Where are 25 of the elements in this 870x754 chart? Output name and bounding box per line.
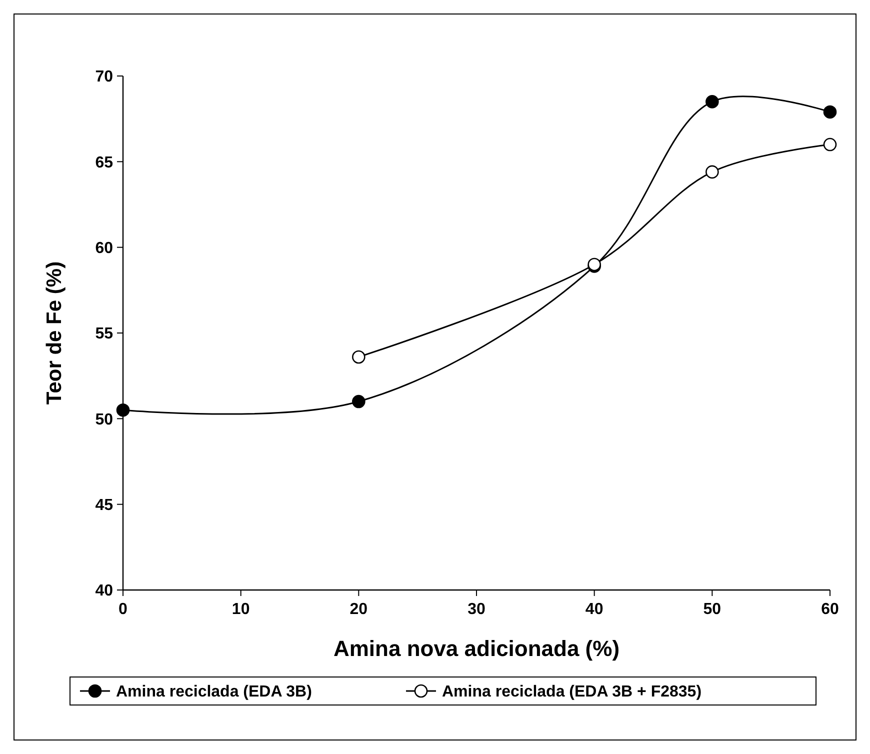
point — [352, 394, 366, 408]
x-tick-label: 40 — [585, 601, 604, 618]
point — [823, 105, 837, 119]
point — [706, 165, 719, 179]
legend-label: Amina reciclada (EDA 3B + F2835) — [442, 684, 702, 701]
y-tick-label: 65 — [95, 154, 114, 172]
y-tick-label: 45 — [95, 496, 114, 514]
point — [706, 95, 719, 108]
x-tick-label: 0 — [118, 601, 128, 618]
y-tick-label: 55 — [95, 326, 114, 343]
y-tick-label: 70 — [95, 68, 114, 86]
y-tick-label: 60 — [95, 240, 114, 257]
point — [116, 403, 130, 417]
y-tick-label: 40 — [95, 582, 114, 600]
x-tick-label: 30 — [468, 601, 486, 618]
x-tick-label: 20 — [350, 601, 368, 618]
x-tick-label: 60 — [821, 601, 839, 618]
y-axis-title: Teor de Fe (%) — [43, 261, 66, 405]
point — [823, 138, 837, 152]
point — [352, 350, 366, 364]
x-axis-title: Amina nova adicionada (%) — [333, 636, 620, 661]
x-tick-label: 50 — [703, 601, 722, 618]
y-tick-label: 50 — [95, 411, 114, 428]
x-tick-label: 10 — [232, 601, 250, 618]
legend-label: Amina reciclada (EDA 3B) — [116, 684, 312, 701]
